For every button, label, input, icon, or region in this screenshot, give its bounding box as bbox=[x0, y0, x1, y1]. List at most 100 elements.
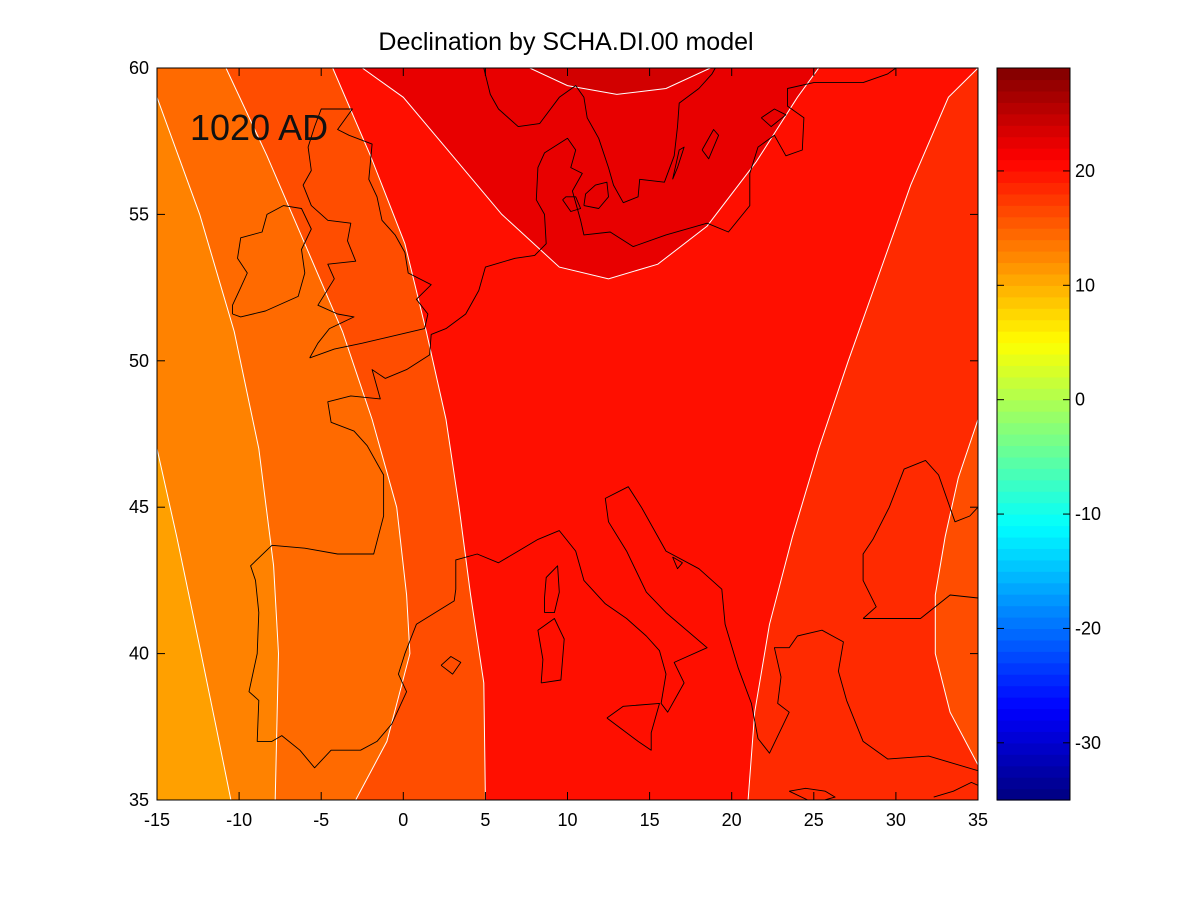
colorbar-step bbox=[997, 68, 1070, 81]
colorbar-step bbox=[997, 193, 1070, 206]
contour-line-14-2 bbox=[225, 68, 411, 800]
colorbar-step bbox=[997, 559, 1070, 572]
chart-title: Declination by SCHA.DI.00 model bbox=[378, 28, 753, 56]
y-tick-label: 60 bbox=[129, 58, 149, 78]
colorbar-step bbox=[997, 182, 1070, 195]
x-tick-label: 25 bbox=[804, 810, 824, 830]
colorbar-step bbox=[997, 170, 1070, 183]
coastline-corsica bbox=[544, 565, 560, 614]
coastline-oland bbox=[672, 146, 685, 180]
coastlines bbox=[232, 68, 978, 800]
colorbar-step bbox=[997, 594, 1070, 607]
year-annotation: 1020 AD bbox=[190, 107, 328, 148]
colorbar-step bbox=[997, 376, 1070, 389]
contour-lines bbox=[157, 68, 978, 800]
x-tick-label: 30 bbox=[886, 810, 906, 830]
contour-line-18-5 bbox=[747, 68, 978, 800]
colorbar-step bbox=[997, 411, 1070, 424]
colorbar-step bbox=[997, 765, 1070, 778]
contour-line-20-6 bbox=[362, 68, 820, 280]
colorbar-step bbox=[997, 605, 1070, 618]
colorbar-step bbox=[997, 719, 1070, 732]
colorbar-step bbox=[997, 697, 1070, 710]
colorbar-step bbox=[997, 251, 1070, 264]
coastline-black-sea bbox=[862, 459, 978, 619]
colorbar-step bbox=[997, 788, 1070, 801]
colorbar-step bbox=[997, 777, 1070, 790]
x-tick-label: -5 bbox=[313, 810, 329, 830]
y-tick-label: 35 bbox=[129, 790, 149, 810]
colorbar-step bbox=[997, 342, 1070, 355]
colorbar-step bbox=[997, 113, 1070, 126]
colorbar-step bbox=[997, 468, 1070, 481]
coastline-saaremaa bbox=[760, 108, 787, 128]
colorbar-tick-label: -30 bbox=[1075, 733, 1101, 753]
plot-area bbox=[157, 68, 978, 800]
colorbar-step bbox=[997, 331, 1070, 344]
colorbar-step bbox=[997, 536, 1070, 549]
x-tick-label: 0 bbox=[398, 810, 408, 830]
colorbar-tick-label: -10 bbox=[1075, 504, 1101, 524]
coastline-zealand bbox=[583, 181, 609, 209]
colorbar-step bbox=[997, 456, 1070, 469]
y-tick-label: 55 bbox=[129, 204, 149, 224]
contour-line-16-3 bbox=[332, 68, 486, 800]
colorbar-step bbox=[997, 639, 1070, 652]
x-tick-label: 15 bbox=[640, 810, 660, 830]
colorbar-step bbox=[997, 548, 1070, 561]
colorbar-step bbox=[997, 388, 1070, 401]
colorbar-step bbox=[997, 731, 1070, 744]
y-tick-label: 50 bbox=[129, 351, 149, 371]
colorbar-step bbox=[997, 708, 1070, 721]
colorbar-step bbox=[997, 365, 1070, 378]
coastline-great-britain bbox=[302, 108, 432, 359]
colorbar-step bbox=[997, 582, 1070, 595]
colorbar-step bbox=[997, 125, 1070, 138]
colorbar-step bbox=[997, 445, 1070, 458]
colorbar-step bbox=[997, 308, 1070, 321]
x-tick-label: -15 bbox=[144, 810, 170, 830]
x-tick-label: -10 bbox=[226, 810, 252, 830]
colorbar-step bbox=[997, 502, 1070, 515]
colorbar-step bbox=[997, 571, 1070, 584]
colorbar-step bbox=[997, 514, 1070, 527]
colorbar-step bbox=[997, 159, 1070, 172]
colorbar-step bbox=[997, 651, 1070, 664]
colorbar-step bbox=[997, 434, 1070, 447]
coastline-ireland bbox=[232, 205, 312, 318]
colorbar-tick-label: -20 bbox=[1075, 618, 1101, 638]
x-axis: -15 -10 -5 0 5 10 15 20 25 30 35 bbox=[144, 68, 988, 830]
coastline-mainland-europe bbox=[248, 68, 978, 772]
contour-line-10-0 bbox=[157, 448, 232, 800]
contour-line-16-4 bbox=[934, 419, 978, 766]
colorbar-step bbox=[997, 353, 1070, 366]
colorbar-step bbox=[997, 90, 1070, 103]
contour-line-22-7 bbox=[529, 68, 711, 95]
colorbar-step bbox=[997, 296, 1070, 309]
coastline-cyprus-edge bbox=[933, 781, 978, 798]
colorbar-step bbox=[997, 754, 1070, 767]
colorbar-step bbox=[997, 228, 1070, 241]
coastline-adriatic-islands bbox=[672, 556, 683, 570]
colorbar-frame bbox=[996, 67, 1071, 801]
colorbar-step bbox=[997, 239, 1070, 252]
x-tick-label: 20 bbox=[722, 810, 742, 830]
colorbar-step bbox=[997, 79, 1070, 92]
colorbar-step bbox=[997, 216, 1070, 229]
colorbar-step bbox=[997, 662, 1070, 675]
colorbar-step bbox=[997, 628, 1070, 641]
colorbar-step bbox=[997, 525, 1070, 538]
colorbar-step bbox=[997, 422, 1070, 435]
colorbar-step bbox=[997, 491, 1070, 504]
colorbar-step bbox=[997, 479, 1070, 492]
x-tick-label: 10 bbox=[557, 810, 577, 830]
colorbar-step bbox=[997, 102, 1070, 115]
coastline-gotland bbox=[701, 129, 720, 160]
colorbar-step bbox=[997, 685, 1070, 698]
colorbar-step bbox=[997, 273, 1070, 286]
colorbar: -30 -20 -10 0 10 20 bbox=[996, 67, 1101, 801]
colorbar-step bbox=[997, 148, 1070, 161]
x-tick-label: 35 bbox=[968, 810, 988, 830]
